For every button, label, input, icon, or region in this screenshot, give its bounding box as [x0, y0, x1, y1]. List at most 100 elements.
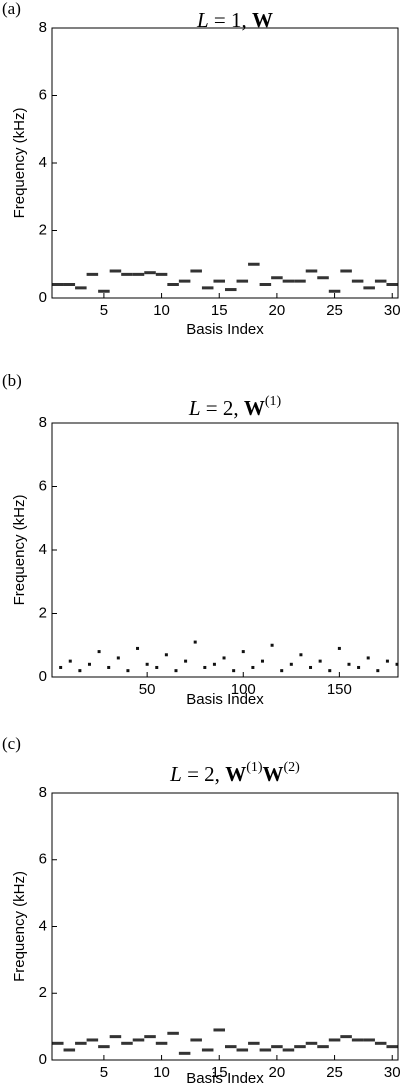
frequency-band — [282, 1048, 295, 1052]
y-tick-label: 6 — [39, 477, 47, 494]
frequency-band — [184, 659, 188, 663]
frequency-band — [328, 669, 332, 673]
frequency-band — [116, 656, 120, 660]
frequency-band — [86, 1038, 99, 1042]
frequency-band — [63, 1048, 76, 1052]
x-tick-label: 5 — [100, 302, 108, 319]
frequency-band — [121, 1041, 133, 1045]
frequency-band — [340, 269, 352, 273]
frequency-band — [63, 283, 76, 286]
title-part: W — [252, 8, 273, 32]
title-part: (1) — [246, 760, 263, 775]
frequency-band — [280, 669, 284, 673]
frequency-band — [98, 289, 110, 293]
frequency-band — [374, 279, 387, 283]
x-tick-label: 30 — [384, 302, 401, 319]
frequency-band — [87, 662, 91, 666]
frequency-band — [318, 659, 322, 663]
title-part: (2) — [284, 760, 301, 775]
frequency-band — [98, 1045, 110, 1049]
frequency-band — [299, 653, 303, 657]
y-tick-label: 2 — [39, 984, 47, 1001]
frequency-band — [328, 1038, 341, 1042]
frequency-band — [351, 1038, 364, 1042]
y-tick-label: 4 — [39, 541, 47, 558]
title-part: W — [225, 762, 246, 786]
frequency-band — [164, 653, 168, 657]
frequency-band — [309, 665, 313, 669]
frequency-band — [386, 283, 398, 286]
frequency-band — [305, 1041, 318, 1045]
frequency-band — [174, 669, 178, 673]
frequency-band — [294, 279, 306, 283]
frequency-band — [52, 1041, 64, 1045]
frequency-band — [289, 662, 293, 666]
axes-frame — [51, 27, 399, 299]
x-tick-label: 20 — [269, 302, 286, 319]
frequency-band — [132, 272, 145, 276]
frequency-band — [109, 1035, 122, 1039]
title-part: = 2, — [182, 762, 225, 786]
frequency-band — [86, 272, 99, 276]
x-tick-label: 10 — [153, 1064, 170, 1081]
frequency-band — [109, 269, 122, 273]
frequency-band — [59, 665, 63, 669]
x-tick-label: 100 — [231, 681, 256, 698]
frequency-band — [155, 1041, 168, 1045]
frequency-band — [328, 289, 341, 293]
frequency-band — [193, 640, 197, 644]
frequency-band — [386, 1045, 398, 1049]
frequency-band — [178, 279, 191, 283]
frequency-band — [78, 669, 82, 673]
y-tick-label: 8 — [39, 784, 47, 801]
frequency-band — [385, 659, 389, 663]
panel-label: (b) — [2, 371, 22, 390]
frequency-band — [248, 1041, 260, 1045]
frequency-band — [201, 1048, 214, 1052]
x-tick-label: 30 — [384, 1064, 401, 1081]
frequency-band — [241, 650, 245, 654]
frequency-band — [75, 286, 87, 290]
frequency-band — [366, 656, 370, 660]
y-tick-label: 2 — [39, 221, 47, 238]
y-tick-label: 2 — [39, 604, 47, 621]
panel-label: (a) — [2, 0, 21, 18]
title-part: W — [263, 762, 284, 786]
y-axis-label: Frequency (kHz) — [11, 495, 28, 606]
y-axis-label: Frequency (kHz) — [11, 108, 28, 219]
frequency-band — [75, 1041, 87, 1045]
frequency-band — [155, 665, 159, 669]
y-tick-label: 0 — [39, 1051, 47, 1068]
frequency-band — [68, 659, 72, 663]
frequency-band — [363, 286, 375, 290]
frequency-band — [376, 669, 380, 673]
frequency-band — [155, 272, 168, 276]
frequency-band — [132, 1038, 145, 1042]
frequency-band — [357, 665, 361, 669]
y-tick-label: 6 — [39, 86, 47, 103]
frequency-band — [144, 271, 156, 275]
title-part: (1) — [265, 394, 282, 409]
x-tick-label: 50 — [139, 681, 156, 698]
frequency-band — [126, 669, 130, 673]
frequency-band — [212, 662, 216, 666]
frequency-band — [136, 646, 140, 650]
x-tick-label: 25 — [326, 1064, 343, 1081]
frequency-band — [121, 272, 133, 276]
frequency-band — [167, 283, 179, 286]
axes-frame — [51, 422, 399, 678]
y-tick-label: 8 — [39, 19, 47, 36]
frequency-band — [363, 1038, 375, 1042]
frequency-band — [317, 1045, 329, 1049]
frequency-band — [259, 283, 272, 286]
frequency-band — [337, 646, 341, 650]
frequency-band — [190, 1038, 202, 1042]
frequency-band — [271, 1045, 283, 1049]
frequency-band — [97, 650, 101, 654]
y-tick-label: 4 — [39, 917, 47, 934]
frequency-band — [203, 665, 207, 669]
frequency-band — [232, 669, 236, 673]
title-part: = 1, — [209, 8, 252, 32]
x-axis-label: Basis Index — [186, 691, 264, 708]
frequency-band — [260, 659, 264, 663]
